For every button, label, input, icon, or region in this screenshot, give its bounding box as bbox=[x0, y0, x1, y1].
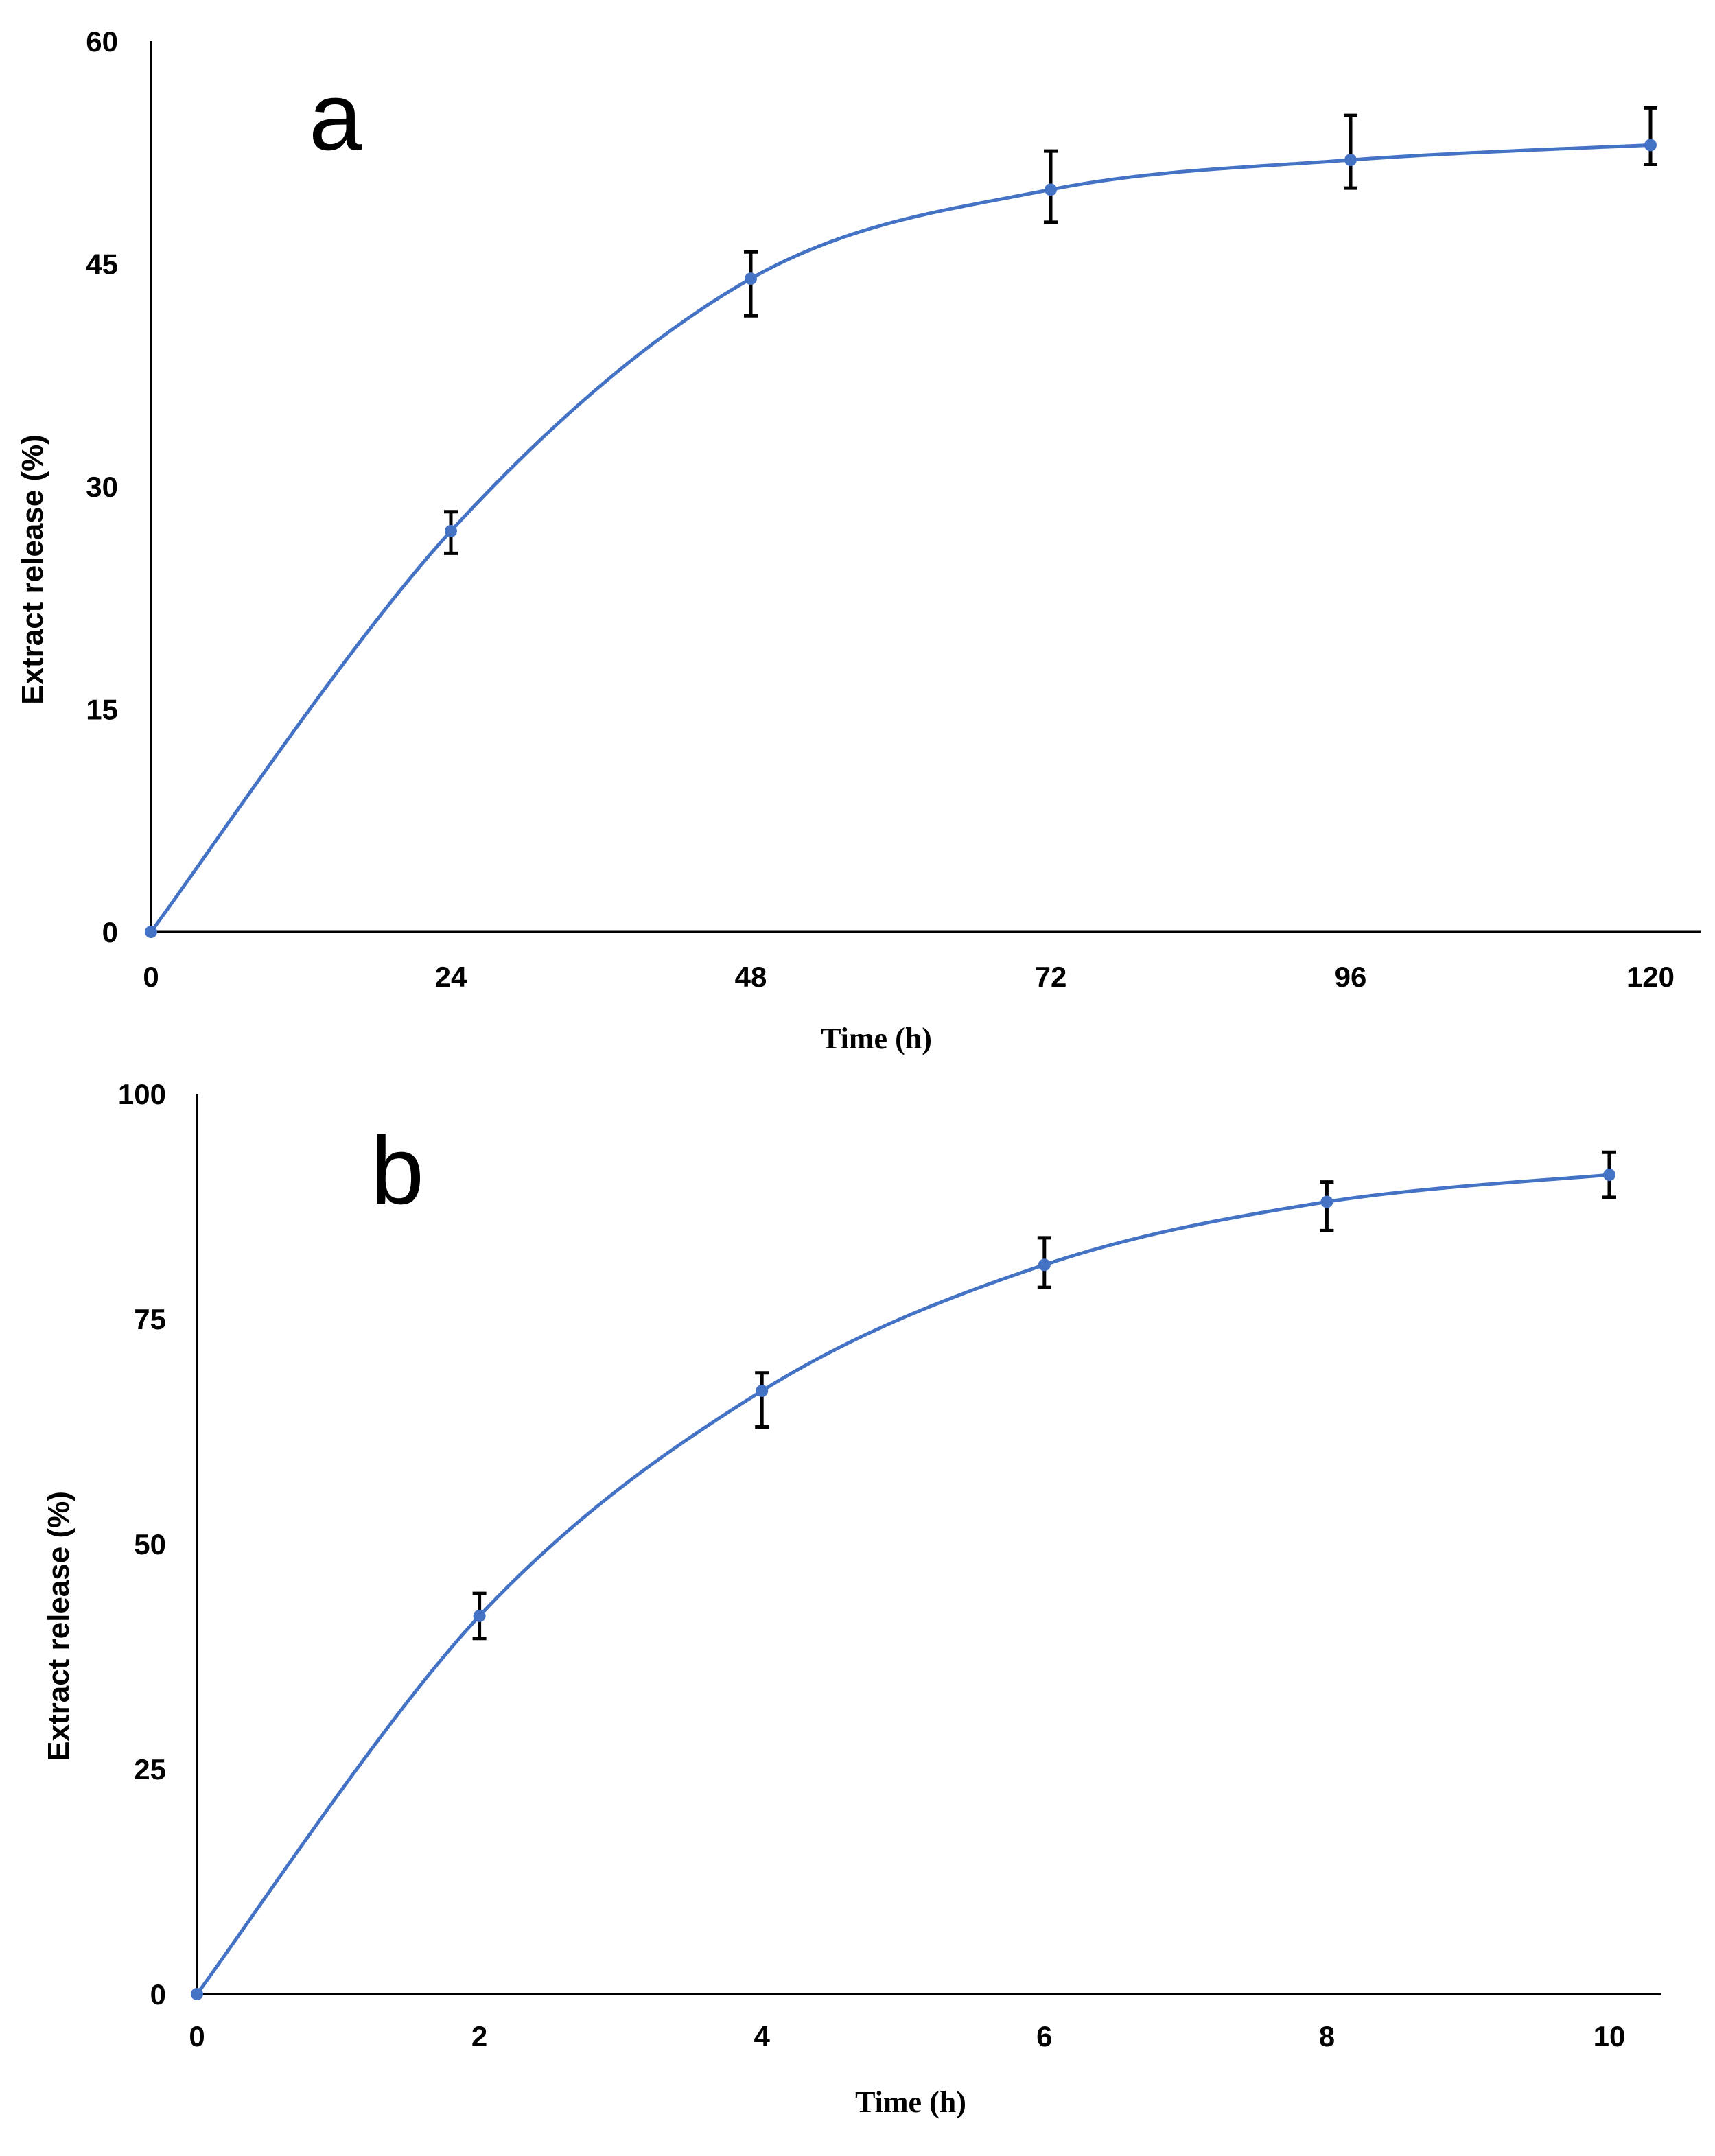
data-point bbox=[445, 524, 457, 537]
data-point bbox=[1038, 1258, 1051, 1272]
y-tick-label: 15 bbox=[86, 694, 118, 726]
y-tick-label: 0 bbox=[150, 1978, 166, 2011]
chart-panel-b: b Extract release (%) Time (h) 0 25 50 75 10… bbox=[42, 1078, 1661, 2119]
chart-panel-a: a Extract release (%) Time (h) 0 15 30 45 60… bbox=[16, 25, 1701, 1055]
y-axis-label: Extract release (%) bbox=[16, 434, 49, 705]
data-point bbox=[1644, 139, 1657, 152]
data-point bbox=[1320, 1195, 1333, 1208]
x-tick-label: 48 bbox=[735, 961, 767, 993]
plot-area bbox=[191, 1150, 1616, 2000]
y-tick-labels: 0 25 50 75 100 bbox=[118, 1078, 166, 2011]
y-tick-labels: 0 15 30 45 60 bbox=[86, 25, 118, 948]
plot-area bbox=[145, 106, 1657, 938]
x-tick-label: 4 bbox=[754, 2020, 771, 2052]
x-axis-label: Time (h) bbox=[855, 2085, 966, 2119]
series-line bbox=[149, 143, 1651, 933]
x-tick-label: 24 bbox=[435, 961, 467, 993]
x-tick-label: 0 bbox=[189, 2020, 205, 2052]
y-tick-label: 30 bbox=[86, 471, 118, 503]
data-point bbox=[145, 926, 157, 938]
series-line bbox=[195, 1173, 1610, 1995]
y-tick-label: 25 bbox=[134, 1753, 166, 1785]
data-point bbox=[473, 1609, 486, 1622]
data-point bbox=[745, 272, 757, 285]
x-tick-label: 72 bbox=[1035, 961, 1067, 993]
data-point bbox=[191, 1988, 203, 2000]
panel-label: b bbox=[371, 1116, 424, 1224]
data-point bbox=[756, 1384, 769, 1397]
x-tick-labels: 0 24 48 72 96 120 bbox=[143, 961, 1675, 993]
panel-label: a bbox=[309, 62, 362, 170]
x-tick-label: 8 bbox=[1319, 2020, 1335, 2052]
y-tick-label: 50 bbox=[134, 1528, 166, 1560]
data-point bbox=[1603, 1169, 1615, 1182]
y-tick-label: 100 bbox=[118, 1078, 166, 1110]
x-tick-labels: 0 2 4 6 8 10 bbox=[189, 2020, 1625, 2052]
x-tick-label: 2 bbox=[471, 2020, 487, 2052]
data-point bbox=[1344, 154, 1357, 167]
x-tick-label: 0 bbox=[143, 961, 159, 993]
y-axis-label: Extract release (%) bbox=[42, 1491, 75, 1761]
x-tick-label: 10 bbox=[1594, 2020, 1626, 2052]
y-tick-label: 60 bbox=[86, 25, 118, 58]
y-tick-label: 75 bbox=[134, 1303, 166, 1335]
x-axis-label: Time (h) bbox=[821, 1022, 932, 1055]
y-tick-label: 45 bbox=[86, 248, 118, 281]
y-tick-label: 0 bbox=[102, 916, 118, 948]
x-tick-label: 120 bbox=[1626, 961, 1675, 993]
data-point bbox=[1045, 183, 1057, 196]
x-tick-label: 96 bbox=[1335, 961, 1367, 993]
x-tick-label: 6 bbox=[1036, 2020, 1052, 2052]
